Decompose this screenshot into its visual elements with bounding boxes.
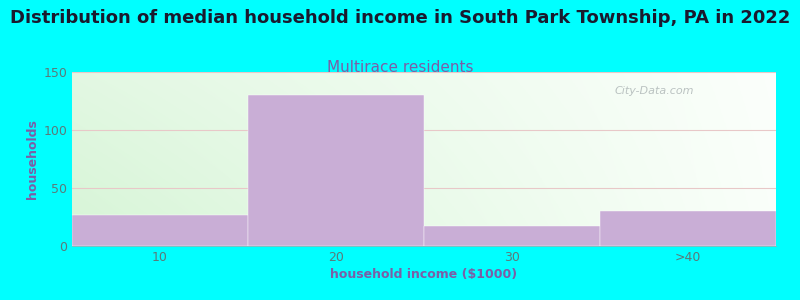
Y-axis label: households: households: [26, 119, 39, 199]
Text: Multirace residents: Multirace residents: [326, 60, 474, 75]
Bar: [72, 215, 248, 246]
Text: Distribution of median household income in South Park Township, PA in 2022: Distribution of median household income …: [10, 9, 790, 27]
Bar: [424, 226, 600, 246]
X-axis label: household income ($1000): household income ($1000): [330, 268, 518, 281]
Bar: [600, 211, 776, 246]
Bar: [248, 95, 424, 246]
Text: City-Data.com: City-Data.com: [614, 86, 694, 96]
